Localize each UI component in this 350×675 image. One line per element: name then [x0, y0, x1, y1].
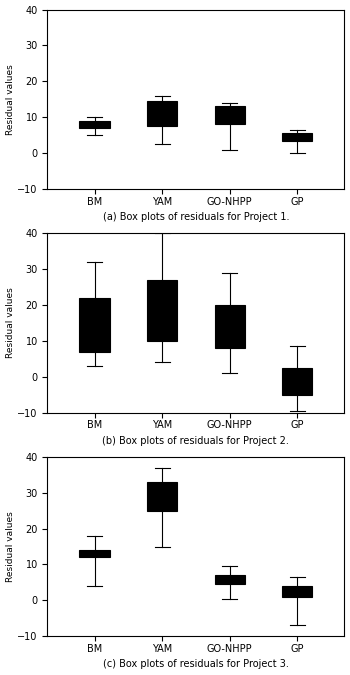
PathPatch shape: [147, 280, 177, 341]
X-axis label: (a) Box plots of residuals for Project 1.: (a) Box plots of residuals for Project 1…: [103, 212, 289, 222]
Y-axis label: Residual values: Residual values: [6, 511, 15, 582]
PathPatch shape: [147, 101, 177, 126]
PathPatch shape: [215, 107, 245, 124]
PathPatch shape: [79, 298, 110, 352]
PathPatch shape: [282, 368, 313, 395]
X-axis label: (c) Box plots of residuals for Project 3.: (c) Box plots of residuals for Project 3…: [103, 659, 289, 670]
PathPatch shape: [79, 550, 110, 558]
X-axis label: (b) Box plots of residuals for Project 2.: (b) Box plots of residuals for Project 2…: [103, 436, 289, 446]
PathPatch shape: [215, 305, 245, 348]
PathPatch shape: [79, 121, 110, 128]
Y-axis label: Residual values: Residual values: [6, 64, 15, 135]
PathPatch shape: [147, 482, 177, 510]
PathPatch shape: [282, 586, 313, 597]
Y-axis label: Residual values: Residual values: [6, 288, 15, 358]
PathPatch shape: [282, 134, 313, 140]
PathPatch shape: [215, 575, 245, 584]
